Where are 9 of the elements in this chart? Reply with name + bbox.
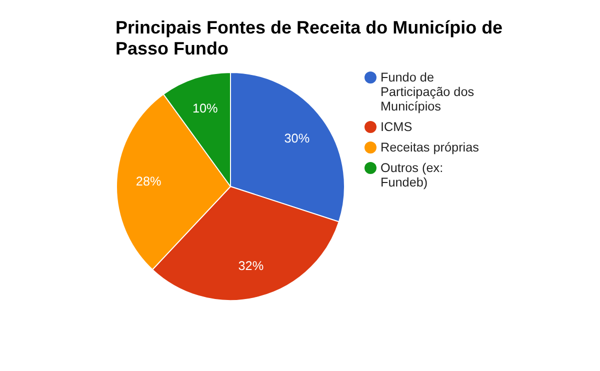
data-label: 10% <box>192 101 218 116</box>
legend-label: Fundo de Participação dos Municípios <box>380 70 474 114</box>
legend-label: ICMS <box>380 120 412 134</box>
legend-label: Outros (ex: Fundeb) <box>380 161 444 190</box>
chart-title: Principais Fontes de Receita do Município de Passo Fundo <box>116 18 503 58</box>
data-label: 28% <box>136 174 162 188</box>
data-label: 32% <box>238 259 264 273</box>
data-label: 30% <box>284 131 310 146</box>
legend-label: Receitas próprias <box>380 140 479 154</box>
